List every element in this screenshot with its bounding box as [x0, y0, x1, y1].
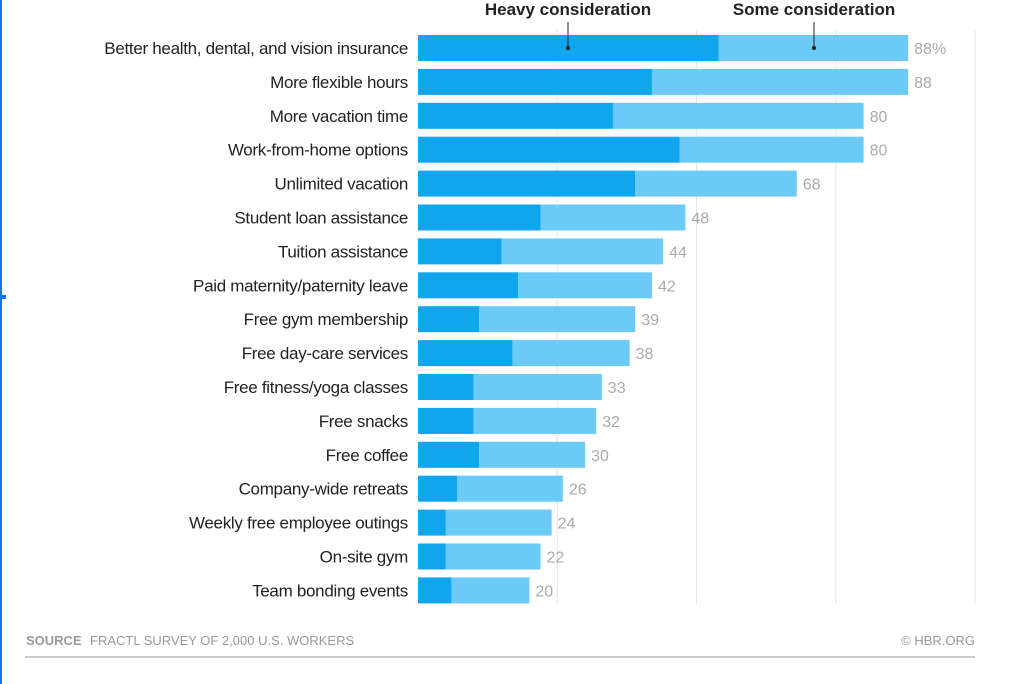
bar-heavy: [418, 272, 519, 299]
bar-heavy: [418, 407, 474, 434]
total-label: 22: [547, 550, 565, 567]
total-label: 26: [569, 482, 587, 499]
bar-heavy: [418, 306, 480, 333]
bar-some: [635, 170, 797, 197]
bar-some: [479, 306, 636, 333]
bar-some: [445, 543, 541, 570]
bar-heavy: [418, 340, 513, 367]
category-label: Free fitness/yoga classes: [224, 378, 408, 397]
bar-some: [473, 407, 597, 434]
credit: © HBR.ORG: [901, 633, 975, 648]
total-label: 44: [669, 244, 687, 261]
total-label: 80: [870, 109, 888, 126]
category-label: Tuition assistance: [278, 242, 408, 261]
category-label: More vacation time: [270, 107, 408, 126]
bar-heavy: [418, 102, 613, 129]
bar-heavy: [418, 136, 680, 163]
source-label: SOURCE: [26, 633, 82, 648]
category-label: Work-from-home options: [228, 141, 408, 160]
total-label: 24: [558, 516, 576, 533]
total-label: 20: [535, 583, 553, 600]
legend-pointer-dot: [812, 46, 816, 50]
category-label: Company-wide retreats: [239, 480, 408, 499]
category-label: On-site gym: [320, 548, 408, 567]
bar-some: [445, 509, 552, 536]
total-label: 39: [641, 312, 659, 329]
total-label: 80: [870, 143, 888, 160]
bar-heavy: [418, 577, 452, 604]
bar-some: [451, 577, 530, 604]
bar-some: [473, 374, 602, 400]
bar-some: [456, 475, 563, 502]
total-label: 48: [691, 211, 709, 228]
footer-rule: [25, 656, 975, 658]
category-label: Free snacks: [319, 412, 408, 431]
legend-some: Some consideration: [733, 0, 895, 19]
category-label: Paid maternity/paternity leave: [193, 276, 408, 295]
bar-some: [479, 441, 586, 468]
window-edge: [0, 0, 2, 684]
category-label: Free gym membership: [244, 310, 408, 329]
category-label: Free day-care services: [242, 344, 408, 363]
bar-heavy: [418, 543, 446, 570]
category-label: Weekly free employee outings: [189, 514, 408, 533]
category-label: Team bonding events: [252, 581, 408, 600]
category-label: Unlimited vacation: [275, 175, 409, 194]
total-label: 38: [636, 346, 654, 363]
bar-heavy: [418, 475, 457, 502]
category-label: Student loan assistance: [234, 209, 408, 228]
total-label: 42: [658, 278, 676, 295]
total-label: 88: [914, 75, 932, 92]
bar-heavy: [418, 170, 636, 197]
total-label: 33: [608, 380, 626, 397]
category-label: Better health, dental, and vision insura…: [104, 39, 408, 58]
bar-heavy: [418, 509, 446, 536]
bar-heavy: [418, 441, 480, 468]
bar-heavy: [418, 238, 502, 265]
bar-heavy: [418, 374, 474, 400]
bar-some: [512, 340, 630, 367]
category-label: More flexible hours: [270, 73, 408, 92]
total-label: 32: [602, 414, 620, 431]
bar-some: [501, 238, 664, 265]
bar-some: [651, 68, 909, 95]
bar-some: [612, 102, 864, 129]
total-label: 30: [591, 448, 609, 465]
bar-some: [518, 272, 652, 299]
category-label: Free coffee: [326, 446, 408, 465]
bar-heavy: [418, 68, 652, 95]
bar-some: [679, 136, 864, 163]
bar-heavy: [418, 204, 541, 231]
total-label: 68: [803, 177, 821, 194]
bar-some: [540, 204, 686, 231]
legend-heavy: Heavy consideration: [485, 0, 651, 19]
legend-pointer-dot: [566, 46, 570, 50]
source-text: FRACTL SURVEY OF 2,000 U.S. WORKERS: [90, 633, 354, 648]
total-label: 88%: [914, 41, 946, 58]
window-edge-mark: [0, 295, 6, 299]
